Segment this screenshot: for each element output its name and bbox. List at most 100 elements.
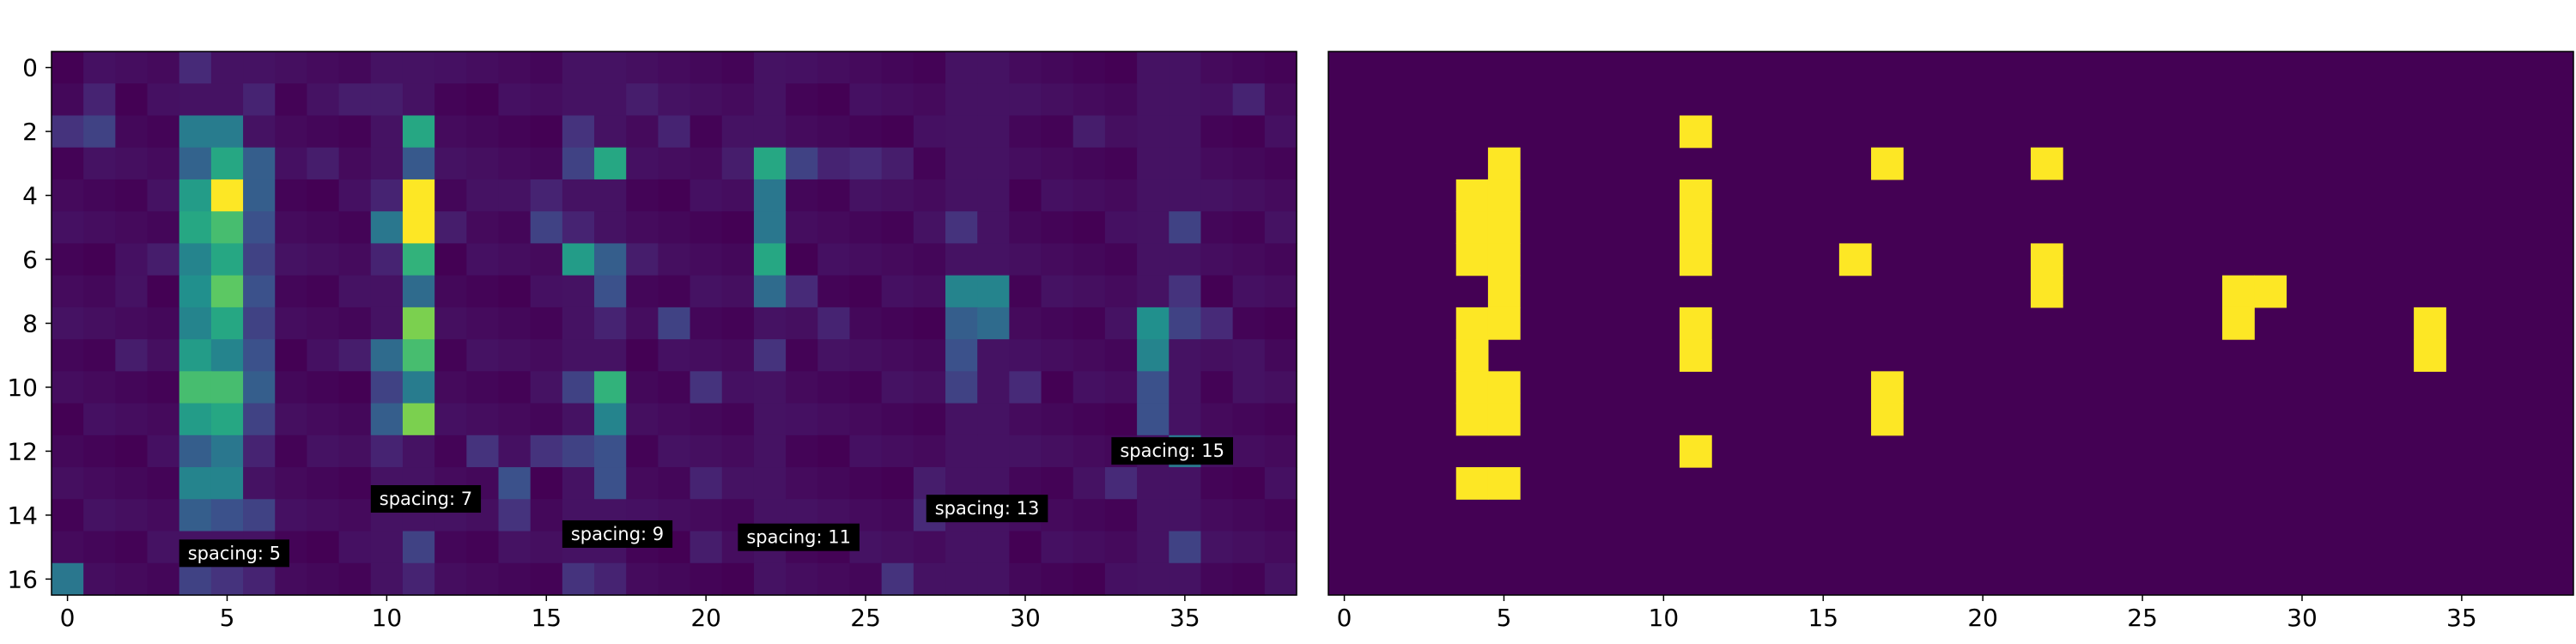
- x-tick-label: 35: [2446, 604, 2477, 632]
- heatmap-cell: [1264, 467, 1297, 500]
- heatmap-cell: [945, 562, 978, 596]
- heatmap-cell: [594, 115, 627, 149]
- heatmap-cell: [594, 434, 627, 468]
- heatmap-cell: [913, 275, 946, 308]
- heatmap-cell: [243, 371, 276, 404]
- heatmap-cell: [945, 371, 978, 404]
- heatmap-cell: [370, 115, 404, 149]
- heatmap-cell: [1232, 531, 1266, 564]
- heatmap-cell: [1169, 275, 1202, 308]
- active-cell: [1455, 307, 1489, 340]
- heatmap-cell: [466, 179, 500, 212]
- active-cell: [1487, 275, 1521, 308]
- heatmap-cell: [562, 115, 595, 149]
- heatmap-cell: [753, 403, 787, 436]
- heatmap-cell: [83, 371, 116, 404]
- heatmap-cell: [370, 179, 404, 212]
- heatmap-cell: [147, 562, 180, 596]
- heatmap-cell: [402, 243, 435, 276]
- heatmap-cell: [1104, 211, 1138, 245]
- heatmap-cell: [1137, 179, 1170, 212]
- heatmap-cell: [370, 147, 404, 180]
- heatmap-cell: [1072, 434, 1106, 468]
- heatmap-cell: [913, 562, 946, 596]
- heatmap-cell: [402, 275, 435, 308]
- heatmap-cell: [913, 339, 946, 372]
- heatmap-cell: [498, 275, 532, 308]
- heatmap-cell: [1137, 371, 1170, 404]
- heatmap-cell: [338, 307, 372, 340]
- heatmap-cell: [83, 467, 116, 500]
- heatmap-cell: [210, 307, 244, 340]
- heatmap-cell: [115, 275, 149, 308]
- heatmap-cell: [562, 83, 595, 117]
- heatmap-cell: [243, 275, 276, 308]
- heatmap-cell: [370, 275, 404, 308]
- heatmap-cell: [881, 275, 914, 308]
- heatmap-cell: [307, 179, 340, 212]
- heatmap-cell: [275, 467, 308, 500]
- heatmap-cell: [370, 434, 404, 468]
- heatmap-cell: [721, 434, 755, 468]
- heatmap-cell: [147, 531, 180, 564]
- heatmap-cell: [307, 562, 340, 596]
- heatmap-cell: [562, 339, 595, 372]
- heatmap-cell: [690, 243, 723, 276]
- heatmap-cell: [977, 115, 1010, 149]
- heatmap-cell: [210, 339, 244, 372]
- heatmap-cell: [1009, 211, 1042, 245]
- heatmap-cell: [498, 52, 532, 84]
- active-cell: [1455, 403, 1489, 436]
- heatmap-cell: [594, 371, 627, 404]
- heatmap-cell: [83, 275, 116, 308]
- active-cell: [1455, 179, 1489, 212]
- heatmap-cell: [1232, 562, 1266, 596]
- heatmap-cell: [498, 562, 532, 596]
- heatmap-cell: [115, 339, 149, 372]
- heatmap-cell: [1009, 403, 1042, 436]
- heatmap-cell: [83, 179, 116, 212]
- heatmap-cell: [115, 147, 149, 180]
- heatmap-cell: [115, 403, 149, 436]
- x-tick-label: 0: [1337, 604, 1352, 632]
- active-cell: [1455, 211, 1489, 245]
- heatmap-cell: [179, 243, 212, 276]
- heatmap-cell: [977, 403, 1010, 436]
- heatmap-cell: [338, 562, 372, 596]
- heatmap-cell: [1232, 52, 1266, 84]
- heatmap-cell: [530, 403, 563, 436]
- heatmap-cell: [307, 147, 340, 180]
- heatmap-cell: [1137, 499, 1170, 532]
- heatmap-cell: [1072, 403, 1106, 436]
- heatmap-cell: [1232, 115, 1266, 149]
- heatmap-cell: [658, 52, 691, 84]
- heatmap-cell: [434, 307, 467, 340]
- heatmap-cell: [849, 275, 883, 308]
- heatmap-cell: [913, 179, 946, 212]
- heatmap-cell: [913, 243, 946, 276]
- heatmap-cell: [977, 275, 1010, 308]
- heatmap-cell: [753, 115, 787, 149]
- heatmap-cell: [690, 499, 723, 532]
- heatmap-cell: [594, 243, 627, 276]
- heatmap-cell: [115, 243, 149, 276]
- active-cell: [1487, 147, 1521, 180]
- heatmap-cell: [626, 243, 659, 276]
- heatmap-cell: [466, 562, 500, 596]
- heatmap-cell: [83, 52, 116, 84]
- heatmap-cell: [147, 179, 180, 212]
- heatmap-cell: [881, 179, 914, 212]
- heatmap-cell: [945, 531, 978, 564]
- heatmap-cell: [562, 403, 595, 436]
- heatmap-cell: [658, 371, 691, 404]
- heatmap-cell: [1009, 147, 1042, 180]
- heatmap-cell: [1232, 307, 1266, 340]
- x-tick-label: 10: [1649, 604, 1680, 632]
- heatmap-cell: [338, 275, 372, 308]
- heatmap-cell: [498, 467, 532, 500]
- heatmap-cell: [1072, 307, 1106, 340]
- heatmap-cell: [434, 83, 467, 117]
- y-tick-label: 6: [22, 246, 38, 274]
- heatmap-cell: [849, 115, 883, 149]
- heatmap-cell: [147, 83, 180, 117]
